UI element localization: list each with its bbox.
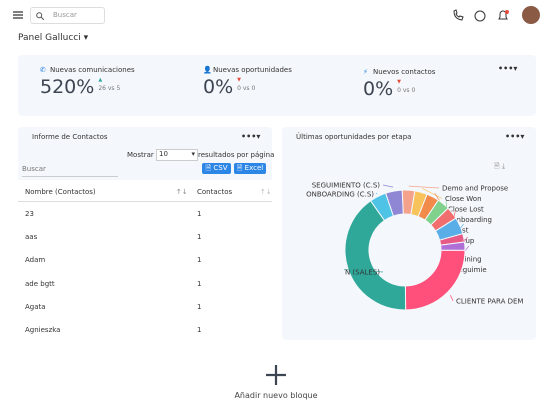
stat-value: 520% [40,76,95,98]
panel-title[interactable]: Panel Gallucci ▾ [18,33,89,43]
cell-count: 1 [197,279,202,288]
stat-comparison: 0 vs 0 [397,87,416,94]
segment-label: ONBOARDING (C.S) [306,191,374,199]
card-title: Últimas oportunidades por etapa [296,133,412,141]
table-search[interactable]: Buscar [22,165,46,173]
trend-icon: ▼ [237,77,242,83]
phone-icon[interactable] [453,9,464,21]
panel-title-text: Panel Gallucci [18,33,81,43]
contacts-card: Informe de Contactos •••▾ Mostrar 10 ▾ re… [18,127,275,340]
menu-icon[interactable] [13,10,23,20]
stat-value: 0% [203,76,234,98]
avatar[interactable] [522,6,540,24]
search-underline [22,176,118,177]
stat-comparison: 0 vs 0 [237,85,256,92]
cell-count: 1 [197,326,202,334]
bell-icon[interactable] [498,10,508,20]
header-rule [18,201,272,202]
sort-icon[interactable]: ↑↓ [260,188,272,196]
segment-label: Seguimie [454,266,487,274]
trend-icon: ▼ [397,79,402,85]
sort-icon[interactable]: ↑↓ [176,188,188,196]
search-box[interactable]: Buscar [30,7,105,24]
menu-dots[interactable]: •••▾ [241,132,261,141]
cell-name: 23 [25,210,34,218]
column-header[interactable]: Nombre (Contactos) [25,188,96,196]
donut-chart: ONBOARDING (C.S)SEGUIMIENTO (C.S) Demo an… [306,182,523,311]
menu-dots[interactable]: •••▾ [498,64,518,73]
cell-count: 1 [197,210,202,218]
stat-label: Nuevos contactos [373,68,436,76]
toolbar-icons [453,9,509,22]
cell-name: Agata [25,302,46,311]
stat-icon: 👤 [203,66,212,74]
export-icons[interactable]: 🗎 ⤓ [494,162,505,170]
stat-icon: ⚡ [363,68,368,76]
search-icon [36,12,44,20]
button-label: CSV [213,164,228,172]
segment-label: N (SALES) [345,269,380,277]
trend-icon: ▲ [98,77,103,83]
show-label: Mostrar [127,151,154,159]
card-title: Informe de Contactos [32,133,108,141]
notification-dot [505,10,509,14]
stat-comparison: 26 vs 5 [98,85,121,92]
segment-label: Close Lost [448,206,484,214]
segment-label: Close Won [445,195,482,203]
leader-line [344,269,384,273]
leader-line [408,185,440,189]
leader-line [422,188,443,199]
cell-name: ade bgtt [25,279,55,288]
add-block-label[interactable]: Añadir nuevo bloque [234,391,318,400]
page-size-select[interactable]: 10 ▾ [156,149,198,161]
opportunities-card: Últimas oportunidades por etapa •••▾ 🗎 ⤓… [282,127,536,340]
cell-count: 1 [197,256,202,265]
segment-label: CLIENTE PARA DEM [456,297,523,305]
segment-label: SEGUIMIENTO (C.S) [312,182,381,190]
segment-label: Demo and Propose [442,185,508,193]
leader-line [382,184,394,188]
column-header[interactable]: Contactos [197,188,233,196]
add-icon[interactable] [265,364,287,386]
leader-line [375,192,378,195]
stat-label: Nuevas oportunidades [213,66,292,74]
menu-dots[interactable]: •••▾ [505,132,525,141]
stat-icon: ✆ [40,66,46,74]
stats-card: •••▾ [18,55,536,116]
csv-button[interactable]: 🗎 CSV [202,163,231,174]
cell-name: aas [25,233,38,242]
segment-label: Training [453,256,482,264]
search-placeholder: Buscar [53,11,77,19]
cell-name: Adam [25,256,46,265]
segment-label: Onboarding [451,216,492,224]
cell-count: 1 [197,233,202,242]
stat-value: 0% [363,78,394,100]
donut-segment [344,200,407,311]
button-label: Excel [244,164,264,172]
page-size-suffix: resultados por página [198,151,275,159]
stat-label: Nuevas comunicaciones [50,66,135,74]
page-size: 10 [159,150,168,158]
cell-count: 1 [197,302,202,311]
palette-icon[interactable] [474,10,486,22]
table: Nombre (Contactos) ↑↓ Contactos ↑↓ 23 1 aa… [18,180,272,340]
cell-name: Agnieszka [25,326,61,334]
excel-button[interactable]: 🗎 Excel [234,163,266,174]
leader-line [450,295,454,301]
